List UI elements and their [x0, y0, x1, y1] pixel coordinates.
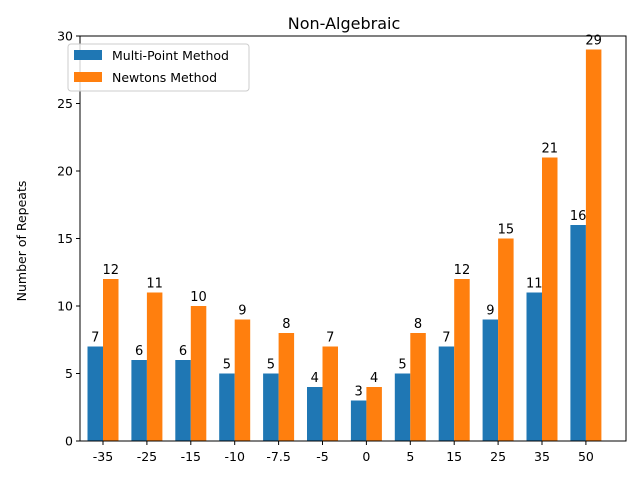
data-label-multi-point-6: 3 [355, 385, 363, 400]
bar-newtons-11 [585, 49, 602, 441]
data-label-multi-point-10: 11 [526, 277, 543, 292]
bar-multi-point-0 [87, 346, 103, 441]
x-tick-label: -35 [93, 449, 113, 464]
bar-newtons-5 [322, 346, 338, 441]
data-label-newtons-3: 9 [238, 304, 246, 319]
data-label-multi-point-7: 5 [398, 358, 406, 373]
bar-newtons-10 [542, 157, 558, 441]
data-label-multi-point-2: 6 [179, 344, 187, 359]
y-tick-label: 20 [57, 164, 73, 179]
bar-multi-point-3 [219, 373, 235, 441]
y-tick-label: 25 [57, 96, 73, 111]
bar-multi-point-9 [482, 319, 499, 441]
bar-multi-point-8 [438, 346, 455, 441]
data-label-newtons-6: 4 [370, 371, 378, 386]
data-label-newtons-11: 29 [585, 34, 602, 49]
x-tick-label: -15 [181, 449, 201, 464]
bar-newtons-7 [410, 333, 426, 441]
x-tick-label: 0 [362, 449, 370, 464]
x-tick-label: 50 [578, 449, 594, 464]
data-label-newtons-1: 11 [146, 277, 163, 292]
data-label-multi-point-3: 5 [223, 358, 231, 373]
bar-newtons-3 [234, 319, 251, 441]
data-label-newtons-8: 12 [454, 263, 471, 278]
bar-newtons-8 [454, 279, 470, 441]
x-tick-label: -25 [137, 449, 157, 464]
bar-multi-point-7 [394, 373, 411, 441]
data-label-multi-point-8: 7 [442, 331, 450, 346]
bar-newtons-4 [278, 333, 295, 441]
bar-newtons-9 [498, 238, 514, 441]
legend: Multi-Point Method Newtons Method [67, 43, 250, 92]
legend-label-newtons: Newtons Method [112, 70, 217, 85]
bar-newtons-6 [366, 387, 382, 441]
x-tick-label: -10 [224, 449, 244, 464]
bar-multi-point-1 [131, 360, 147, 441]
bar-multi-point-2 [175, 360, 191, 441]
bar-newtons-2 [190, 306, 207, 441]
data-label-multi-point-4: 5 [267, 358, 275, 373]
data-label-newtons-10: 21 [541, 142, 558, 157]
y-tick-label: 0 [65, 434, 73, 449]
x-tick-label: -5 [316, 449, 328, 464]
data-label-multi-point-11: 16 [570, 209, 587, 224]
data-label-newtons-5: 7 [326, 331, 334, 346]
y-axis-label: Number of Repeats [14, 181, 29, 302]
legend-box [67, 43, 250, 92]
y-tick-label: 30 [57, 29, 73, 44]
bar-newtons-0 [103, 279, 119, 441]
bar-multi-point-10 [526, 292, 542, 441]
x-tick-label: 5 [406, 449, 414, 464]
x-axis-ticks: -35 -25 -15 -10 -7.5 -5 0 5 15 25 35 50 [93, 441, 594, 464]
y-axis-ticks: 0 5 10 15 20 25 30 [57, 29, 80, 449]
chart-title: Non-Algebraic [288, 14, 401, 33]
data-label-multi-point-1: 6 [135, 344, 143, 359]
data-label-newtons-0: 12 [102, 263, 119, 278]
data-label-multi-point-9: 9 [486, 304, 494, 319]
plot-frame [79, 35, 627, 442]
x-tick-label: 35 [534, 449, 550, 464]
legend-swatch-multi-point [74, 50, 102, 60]
bar-multi-point-11 [570, 225, 586, 441]
y-tick-label: 15 [57, 231, 73, 246]
y-tick-label: 5 [65, 366, 73, 381]
data-label-newtons-4: 8 [282, 317, 290, 332]
data-label-newtons-7: 8 [414, 317, 422, 332]
data-label-multi-point-0: 7 [91, 331, 99, 346]
bar-newtons-1 [146, 292, 163, 441]
legend-swatch-newtons [74, 72, 102, 82]
bar-multi-point-6 [350, 400, 367, 441]
data-label-newtons-9: 15 [498, 223, 515, 238]
data-label-newtons-2: 10 [190, 290, 207, 305]
x-tick-label: 25 [490, 449, 506, 464]
bar-multi-point-4 [263, 373, 279, 441]
legend-label-multi-point: Multi-Point Method [112, 48, 229, 63]
data-label-multi-point-5: 4 [311, 371, 319, 386]
bar-multi-point-5 [307, 387, 323, 441]
x-tick-label: 15 [446, 449, 462, 464]
y-tick-label: 10 [57, 299, 73, 314]
x-tick-label: -7.5 [266, 449, 290, 464]
bars-group [87, 49, 602, 441]
